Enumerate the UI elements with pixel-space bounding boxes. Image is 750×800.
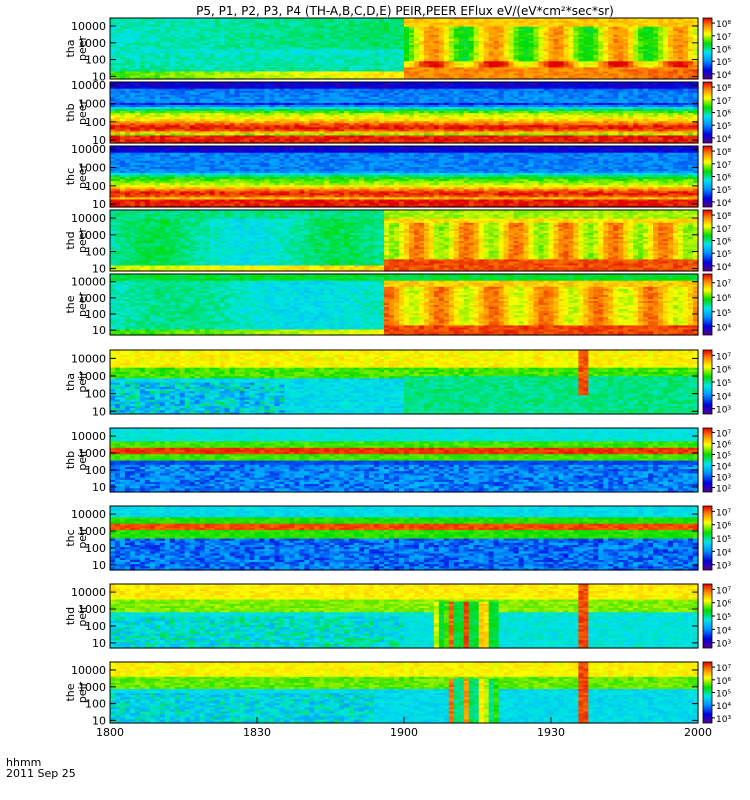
colorbar-tick-label: 10⁷	[716, 33, 731, 43]
panel-thb-peer: 10100100010000thb peer10⁴10⁵10⁶10⁷10⁸	[64, 79, 731, 147]
spectrogram-cells	[110, 82, 699, 144]
spectrogram-cells	[110, 18, 699, 80]
figure-title: P5, P1, P2, P3, P4 (TH-A,B,C,D,E) PEIR,P…	[196, 4, 614, 18]
colorbar-tick-label: 10⁴	[716, 71, 731, 81]
colorbar-tick-label: 10⁸	[716, 20, 731, 30]
y-tick-label: 10000	[71, 20, 106, 33]
colorbar	[703, 18, 712, 79]
colorbar-tick-label: 10⁵	[716, 58, 731, 68]
panel-species-label: peer	[76, 36, 89, 62]
colorbar-tick-label: 10⁶	[716, 46, 731, 56]
